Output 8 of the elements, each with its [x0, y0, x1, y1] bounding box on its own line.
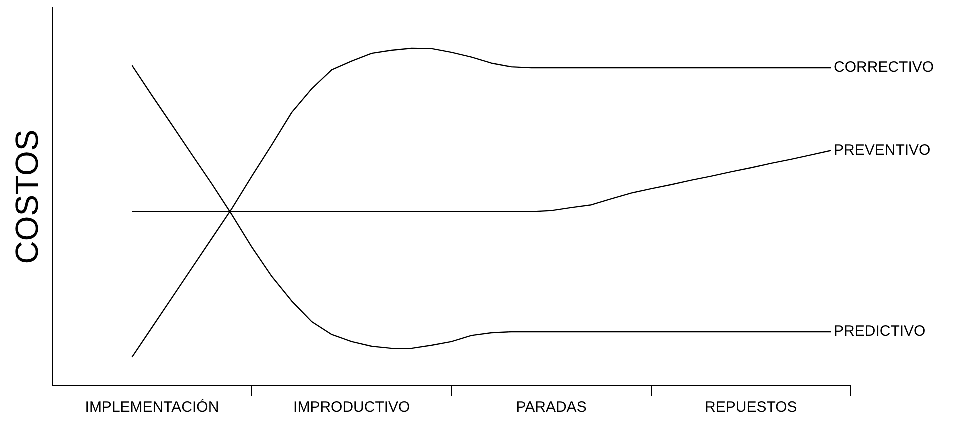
x-tick-label: REPUESTOS	[705, 399, 798, 416]
series-label: PREVENTIVO	[834, 142, 931, 159]
x-tick-label: IMPLEMENTACIÓN	[85, 398, 220, 416]
series-label: CORRECTIVO	[834, 59, 934, 76]
series-label: PREDICTIVO	[834, 323, 926, 340]
x-tick-label: PARADAS	[516, 399, 587, 416]
y-axis-title: COSTOS	[9, 130, 46, 264]
x-tick-label: IMPRODUCTIVO	[294, 399, 410, 416]
